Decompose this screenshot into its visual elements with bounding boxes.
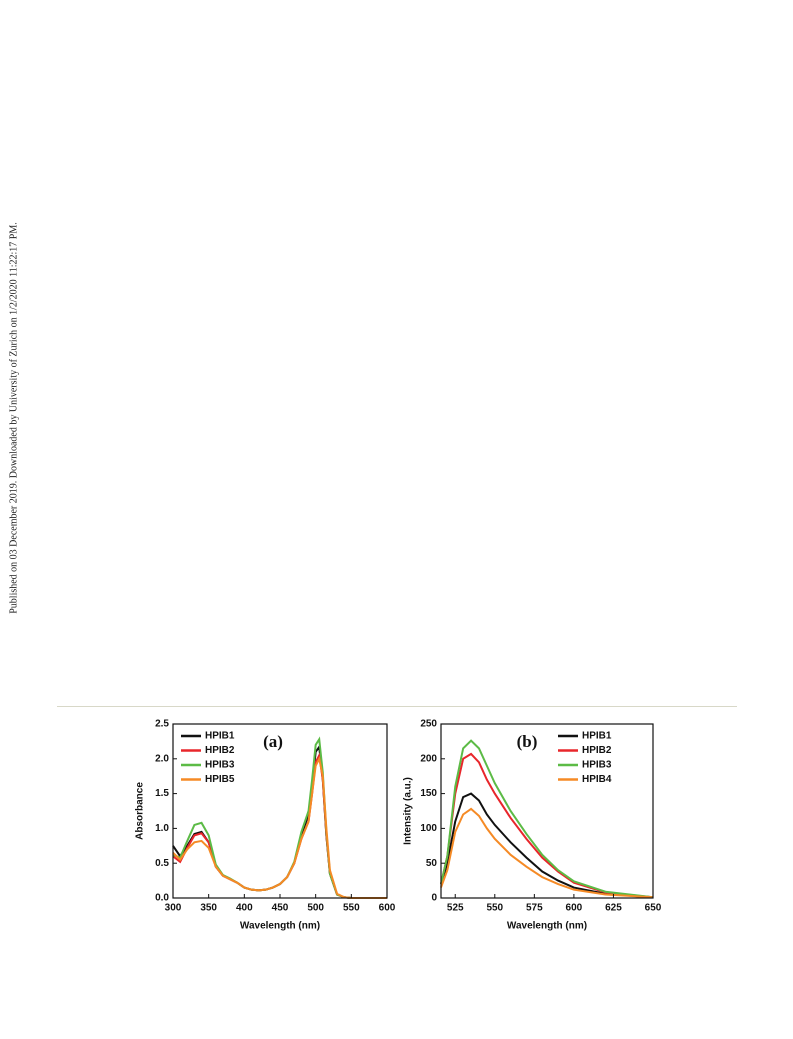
y-tick-label: 0 bbox=[431, 893, 437, 904]
separator bbox=[57, 706, 737, 707]
annotation: (a) bbox=[263, 732, 283, 751]
series-line bbox=[440, 739, 654, 899]
y-tick-label: 0.0 bbox=[155, 893, 169, 904]
x-tick-label: 525 bbox=[447, 903, 464, 914]
y-tick-label: 200 bbox=[420, 753, 437, 764]
legend-label: HPIB2 bbox=[205, 745, 235, 756]
x-tick-label: 550 bbox=[343, 903, 360, 914]
y-tick-label: 1.0 bbox=[155, 823, 169, 834]
series-line bbox=[440, 807, 654, 899]
x-tick-label: 300 bbox=[165, 903, 182, 914]
y-tick-label: 0.5 bbox=[155, 858, 169, 869]
y-tick-label: 1.5 bbox=[155, 788, 169, 799]
x-tick-label: 575 bbox=[526, 903, 543, 914]
y-tick-label: 150 bbox=[420, 788, 437, 799]
legend-label: HPIB1 bbox=[205, 731, 235, 742]
series-line bbox=[172, 755, 387, 899]
y-tick-label: 250 bbox=[420, 719, 437, 730]
x-tick-label: 500 bbox=[307, 903, 324, 914]
legend-label: HPIB4 bbox=[582, 774, 612, 785]
x-axis-label: Wavelength (nm) bbox=[507, 921, 587, 932]
x-tick-label: 600 bbox=[566, 903, 583, 914]
y-tick-label: 2.0 bbox=[155, 753, 169, 764]
y-axis-label: Intensity (a.u.) bbox=[403, 777, 414, 845]
legend-label: HPIB3 bbox=[205, 760, 235, 771]
plot-frame bbox=[440, 723, 654, 899]
y-axis-label: Absorbance bbox=[135, 782, 146, 840]
x-axis-label: Wavelength (nm) bbox=[240, 921, 320, 932]
x-tick-label: 625 bbox=[605, 903, 622, 914]
legend-label: HPIB1 bbox=[582, 731, 612, 742]
x-tick-label: 650 bbox=[645, 903, 662, 914]
legend-label: HPIB5 bbox=[205, 774, 235, 785]
legend-label: HPIB3 bbox=[582, 760, 612, 771]
x-tick-label: 450 bbox=[272, 903, 289, 914]
x-tick-label: 550 bbox=[486, 903, 503, 914]
x-tick-label: 400 bbox=[236, 903, 253, 914]
series-line bbox=[440, 752, 654, 899]
annotation: (b) bbox=[517, 732, 538, 751]
y-tick-label: 100 bbox=[420, 823, 437, 834]
series-line bbox=[440, 792, 654, 899]
y-tick-label: 2.5 bbox=[155, 719, 169, 730]
legend-label: HPIB2 bbox=[582, 745, 612, 756]
x-tick-label: 600 bbox=[379, 903, 396, 914]
y-tick-label: 50 bbox=[426, 858, 438, 869]
x-tick-label: 350 bbox=[200, 903, 217, 914]
